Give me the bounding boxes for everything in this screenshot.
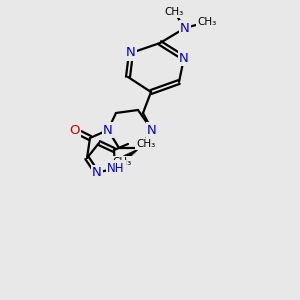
Text: CH₃: CH₃ — [197, 17, 217, 27]
Text: CH₃: CH₃ — [164, 7, 184, 17]
Text: CH₃: CH₃ — [136, 139, 155, 149]
Polygon shape — [123, 148, 140, 160]
Text: N: N — [92, 167, 102, 179]
Text: N: N — [179, 52, 189, 64]
Text: N: N — [126, 46, 136, 59]
Text: O: O — [69, 124, 79, 136]
Text: N: N — [103, 124, 113, 136]
Text: N: N — [180, 22, 190, 34]
Text: NH: NH — [107, 161, 125, 175]
Text: CH₃: CH₃ — [112, 157, 132, 167]
Text: N: N — [147, 124, 157, 136]
